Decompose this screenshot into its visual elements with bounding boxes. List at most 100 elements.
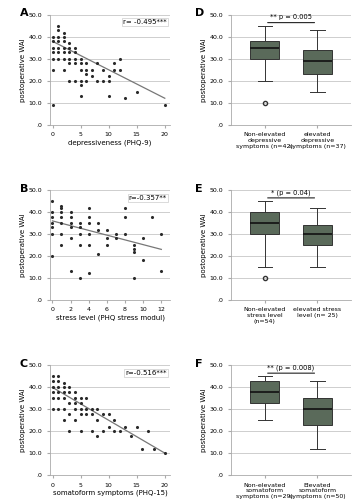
Point xyxy=(66,427,72,435)
Point xyxy=(61,48,67,56)
Point xyxy=(100,76,106,84)
Point xyxy=(113,230,119,238)
Point xyxy=(59,202,64,209)
Point xyxy=(61,33,67,41)
Point xyxy=(61,384,67,392)
Point xyxy=(104,226,110,234)
Point xyxy=(61,388,67,396)
Text: F: F xyxy=(195,359,202,369)
Point xyxy=(78,76,83,84)
Point xyxy=(149,212,155,220)
Point xyxy=(50,55,55,63)
PathPatch shape xyxy=(303,50,332,74)
Point xyxy=(83,59,89,67)
Point xyxy=(131,246,137,254)
Point xyxy=(50,38,55,46)
Y-axis label: postoperative WAI: postoperative WAI xyxy=(20,213,26,277)
Point xyxy=(59,208,64,216)
Point xyxy=(83,76,89,84)
Point xyxy=(68,224,73,232)
Y-axis label: postoperative WAI: postoperative WAI xyxy=(20,388,26,452)
Point xyxy=(140,234,146,242)
Point xyxy=(61,379,67,387)
Point xyxy=(72,394,78,402)
Point xyxy=(140,256,146,264)
Point xyxy=(78,410,83,418)
Point xyxy=(72,398,78,406)
Point xyxy=(131,274,137,282)
Point xyxy=(86,212,92,220)
PathPatch shape xyxy=(303,398,332,424)
Point xyxy=(100,427,106,435)
Point xyxy=(94,416,100,424)
Point xyxy=(50,212,55,220)
Point xyxy=(94,76,100,84)
Point xyxy=(122,94,128,102)
Point xyxy=(134,423,140,431)
Point xyxy=(77,274,82,282)
Point xyxy=(77,230,82,238)
Point xyxy=(55,48,61,56)
X-axis label: somatoform symptoms (PHQ-15): somatoform symptoms (PHQ-15) xyxy=(53,490,168,496)
Point xyxy=(158,230,164,238)
Point xyxy=(55,394,61,402)
Text: r= -0.495***: r= -0.495*** xyxy=(123,20,167,26)
Point xyxy=(50,388,55,396)
Point xyxy=(86,219,92,227)
Point xyxy=(55,372,61,380)
Point xyxy=(78,394,83,402)
Point xyxy=(104,241,110,249)
Point xyxy=(72,76,78,84)
PathPatch shape xyxy=(250,381,279,402)
Point xyxy=(128,432,134,440)
Point xyxy=(89,72,95,80)
Point xyxy=(94,406,100,413)
Point xyxy=(113,234,119,242)
Point xyxy=(145,427,151,435)
Point xyxy=(72,55,78,63)
Point xyxy=(61,28,67,36)
Point xyxy=(78,59,83,67)
Point xyxy=(162,101,168,109)
Point xyxy=(50,197,55,205)
Point xyxy=(78,406,83,413)
Text: ** p = 0.005: ** p = 0.005 xyxy=(270,14,312,20)
Point xyxy=(117,66,123,74)
Point xyxy=(72,44,78,52)
Point xyxy=(106,410,111,418)
Point xyxy=(106,76,111,84)
Point xyxy=(77,219,82,227)
Point xyxy=(106,92,111,100)
Point xyxy=(158,268,164,276)
Point xyxy=(50,394,55,402)
Point xyxy=(66,76,72,84)
Point xyxy=(55,377,61,385)
Point xyxy=(83,406,89,413)
Point xyxy=(59,219,64,227)
Point xyxy=(50,224,55,232)
Text: C: C xyxy=(20,359,28,369)
Point xyxy=(61,416,67,424)
Text: r=-0.516***: r=-0.516*** xyxy=(125,370,167,376)
Y-axis label: postoperative WAI: postoperative WAI xyxy=(20,38,26,102)
Point xyxy=(78,398,83,406)
Point xyxy=(162,449,168,457)
Point xyxy=(66,398,72,406)
Point xyxy=(78,81,83,89)
Point xyxy=(50,44,55,52)
Point xyxy=(50,66,55,74)
Text: r=-0.357**: r=-0.357** xyxy=(129,194,167,200)
Point xyxy=(72,59,78,67)
Point xyxy=(61,66,67,74)
Point xyxy=(59,241,64,249)
Point xyxy=(106,72,111,80)
Point xyxy=(50,33,55,41)
Point xyxy=(50,377,55,385)
Point xyxy=(122,423,128,431)
Point xyxy=(61,44,67,52)
Point xyxy=(50,219,55,227)
Point xyxy=(59,212,64,220)
Point xyxy=(68,234,73,242)
Point xyxy=(78,66,83,74)
Point xyxy=(83,410,89,418)
